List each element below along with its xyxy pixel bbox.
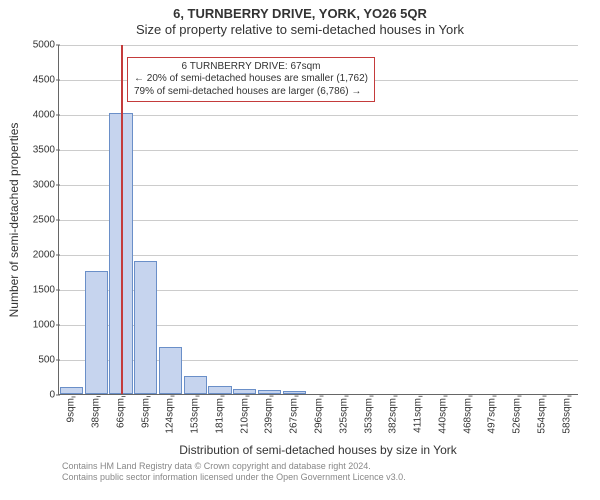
histogram-bar (258, 390, 281, 394)
x-tick-label: 583sqm (561, 398, 572, 434)
page-subtitle: Size of property relative to semi-detach… (0, 22, 600, 38)
grid-line (59, 115, 578, 116)
histogram-bar (283, 391, 306, 393)
x-tick-label: 95sqm (140, 398, 151, 428)
y-tick-label: 3500 (33, 144, 59, 155)
y-tick-label: 4500 (33, 74, 59, 85)
x-tick-label: 325sqm (338, 398, 349, 434)
x-axis-label: Distribution of semi-detached houses by … (179, 443, 456, 457)
histogram-bar (159, 347, 182, 393)
callout-box: 6 TURNBERRY DRIVE: 67sqm← 20% of semi-de… (127, 57, 375, 103)
histogram-bar (184, 376, 207, 394)
grid-line (59, 150, 578, 151)
x-tick-label: 124sqm (165, 398, 176, 434)
x-tick-label: 497sqm (487, 398, 498, 434)
y-axis-label: Number of semi-detached properties (7, 122, 21, 317)
y-tick-label: 2500 (33, 214, 59, 225)
title-line2: Size of property relative to semi-detach… (136, 22, 464, 37)
title-line1: 6, TURNBERRY DRIVE, YORK, YO26 5QR (173, 6, 427, 21)
y-tick-label: 1000 (33, 319, 59, 330)
x-tick-label: 153sqm (190, 398, 201, 434)
x-tick-label: 526sqm (512, 398, 523, 434)
footnote-line2: Contains public sector information licen… (62, 472, 406, 482)
callout-line: 79% of semi-detached houses are larger (… (134, 86, 368, 99)
histogram-bar (233, 389, 256, 393)
footnote-line1: Contains HM Land Registry data © Crown c… (62, 461, 371, 471)
footnote: Contains HM Land Registry data © Crown c… (62, 461, 406, 484)
y-tick-label: 0 (49, 389, 59, 400)
x-tick-label: 382sqm (388, 398, 399, 434)
callout-line: 6 TURNBERRY DRIVE: 67sqm (134, 61, 368, 74)
grid-line (59, 185, 578, 186)
x-tick-label: 210sqm (239, 398, 250, 434)
page-title: 6, TURNBERRY DRIVE, YORK, YO26 5QR (0, 0, 600, 22)
x-tick-label: 353sqm (363, 398, 374, 434)
y-tick-label: 5000 (33, 39, 59, 50)
y-tick-label: 1500 (33, 284, 59, 295)
reference-line (121, 45, 123, 394)
x-tick-label: 411sqm (413, 398, 424, 433)
histogram-bar (134, 261, 157, 394)
x-tick-label: 267sqm (289, 398, 300, 434)
chart-area: Number of semi-detached properties 05001… (58, 45, 578, 395)
x-tick-label: 554sqm (536, 398, 547, 434)
histogram-bar (85, 271, 108, 394)
grid-line (59, 255, 578, 256)
histogram-bar (208, 386, 231, 394)
callout-line: ← 20% of semi-detached houses are smalle… (134, 73, 368, 86)
histogram-bar (60, 387, 83, 393)
y-tick-label: 4000 (33, 109, 59, 120)
grid-line (59, 220, 578, 221)
x-tick-label: 440sqm (437, 398, 448, 434)
y-tick-label: 500 (38, 354, 59, 365)
x-tick-label: 468sqm (462, 398, 473, 434)
x-tick-label: 239sqm (264, 398, 275, 434)
x-tick-label: 9sqm (66, 398, 77, 422)
x-tick-label: 66sqm (115, 398, 126, 428)
y-tick-label: 3000 (33, 179, 59, 190)
grid-line (59, 45, 578, 46)
plot-area: 0500100015002000250030003500400045005000… (58, 45, 578, 395)
x-tick-label: 296sqm (314, 398, 325, 434)
y-tick-label: 2000 (33, 249, 59, 260)
x-tick-label: 181sqm (214, 398, 225, 434)
x-tick-label: 38sqm (91, 398, 102, 428)
